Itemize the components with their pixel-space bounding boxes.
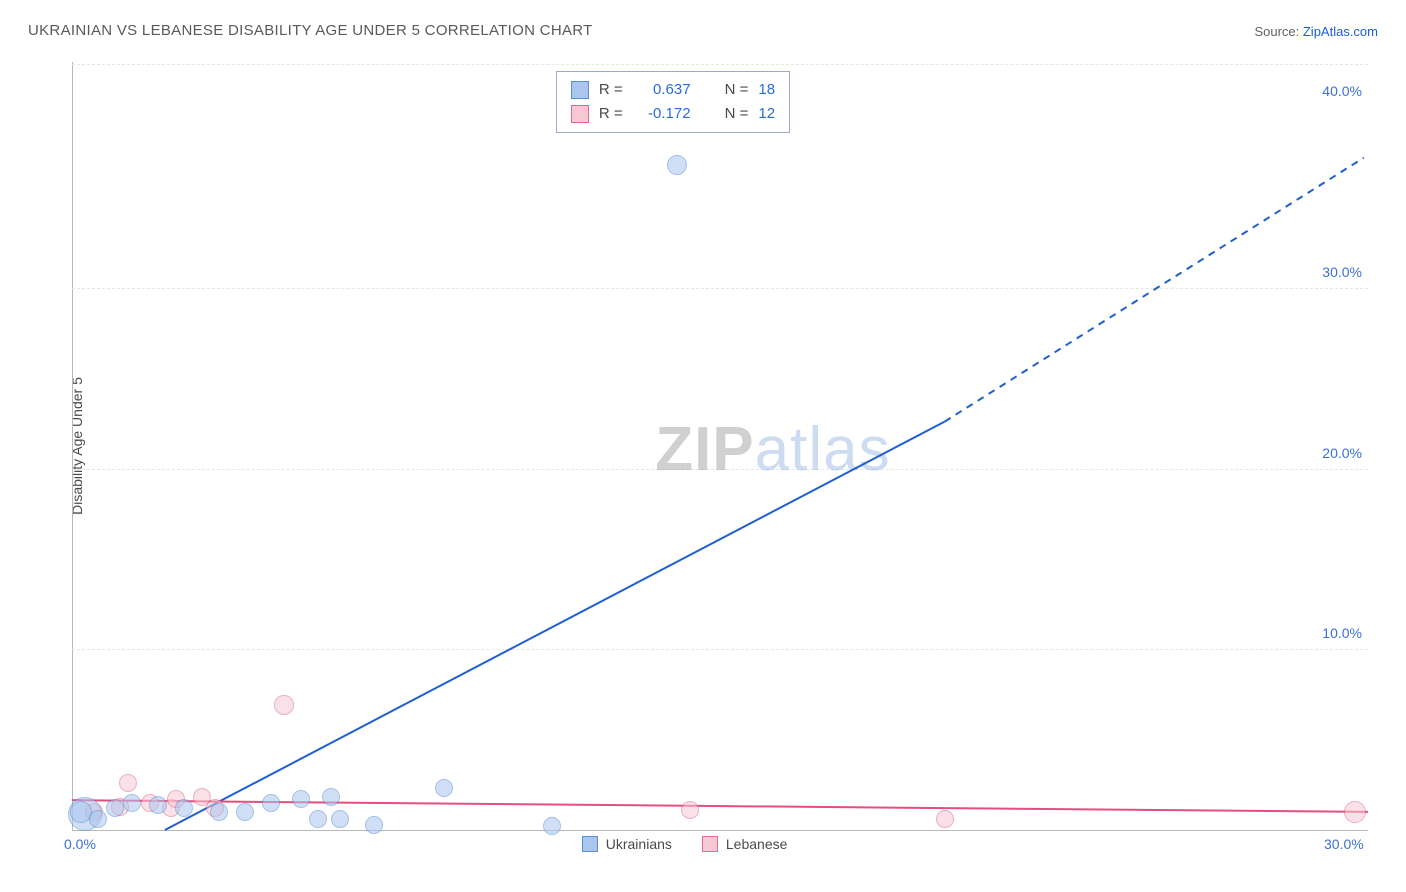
stats-r-label: R = <box>599 102 623 126</box>
stats-r-value: 0.637 <box>633 78 691 102</box>
stats-n-value: 18 <box>758 78 775 102</box>
legend-label: Lebanese <box>726 836 788 852</box>
data-point-ukrainians <box>543 817 561 835</box>
chart-title: UKRAINIAN VS LEBANESE DISABILITY AGE UND… <box>28 22 593 39</box>
data-point-ukrainians <box>292 790 310 808</box>
stats-row: R = 0.637 N = 18 <box>571 78 775 102</box>
data-point-ukrainians <box>322 788 340 806</box>
data-point-ukrainians <box>667 155 687 175</box>
stats-row: R = -0.172 N = 12 <box>571 102 775 126</box>
data-point-ukrainians <box>309 810 327 828</box>
data-point-ukrainians <box>106 799 124 817</box>
data-point-ukrainians <box>365 816 383 834</box>
stats-n-label: N = <box>725 78 749 102</box>
data-point-lebanese <box>681 801 699 819</box>
stats-r-value: -0.172 <box>633 102 691 126</box>
chart-area: 10.0%20.0%30.0%40.0%0.0%30.0%ZIPatlasR =… <box>50 58 1380 848</box>
source-link[interactable]: ZipAtlas.com <box>1303 24 1378 39</box>
data-point-ukrainians <box>123 794 141 812</box>
data-point-lebanese <box>936 810 954 828</box>
regression-line-dashed-ukrainians <box>945 158 1364 422</box>
stats-n-value: 12 <box>758 102 775 126</box>
data-point-ukrainians <box>175 799 193 817</box>
stats-r-label: R = <box>599 78 623 102</box>
legend-swatch <box>702 836 718 852</box>
data-point-ukrainians <box>89 810 107 828</box>
regression-lines <box>50 58 1380 848</box>
data-point-lebanese <box>274 695 294 715</box>
source-attribution: Source: ZipAtlas.com <box>1254 24 1378 39</box>
stats-box: R = 0.637 N = 18 R = -0.172 N = 12 <box>556 71 790 133</box>
legend-swatch <box>582 836 598 852</box>
legend-item: Ukrainians <box>582 836 672 852</box>
stats-n-label: N = <box>725 102 749 126</box>
data-point-lebanese <box>1344 801 1366 823</box>
source-prefix: Source: <box>1254 24 1302 39</box>
data-point-ukrainians <box>236 803 254 821</box>
legend-item: Lebanese <box>702 836 788 852</box>
data-point-ukrainians <box>262 794 280 812</box>
data-point-ukrainians <box>210 803 228 821</box>
scatter-plot: 10.0%20.0%30.0%40.0%0.0%30.0%ZIPatlasR =… <box>50 58 1380 848</box>
data-point-ukrainians <box>331 810 349 828</box>
data-point-ukrainians <box>149 796 167 814</box>
data-point-lebanese <box>119 774 137 792</box>
stats-swatch <box>571 81 589 99</box>
legend: Ukrainians Lebanese <box>582 836 788 852</box>
regression-line-ukrainians <box>165 422 945 830</box>
data-point-ukrainians <box>435 779 453 797</box>
stats-swatch <box>571 105 589 123</box>
legend-label: Ukrainians <box>606 836 672 852</box>
